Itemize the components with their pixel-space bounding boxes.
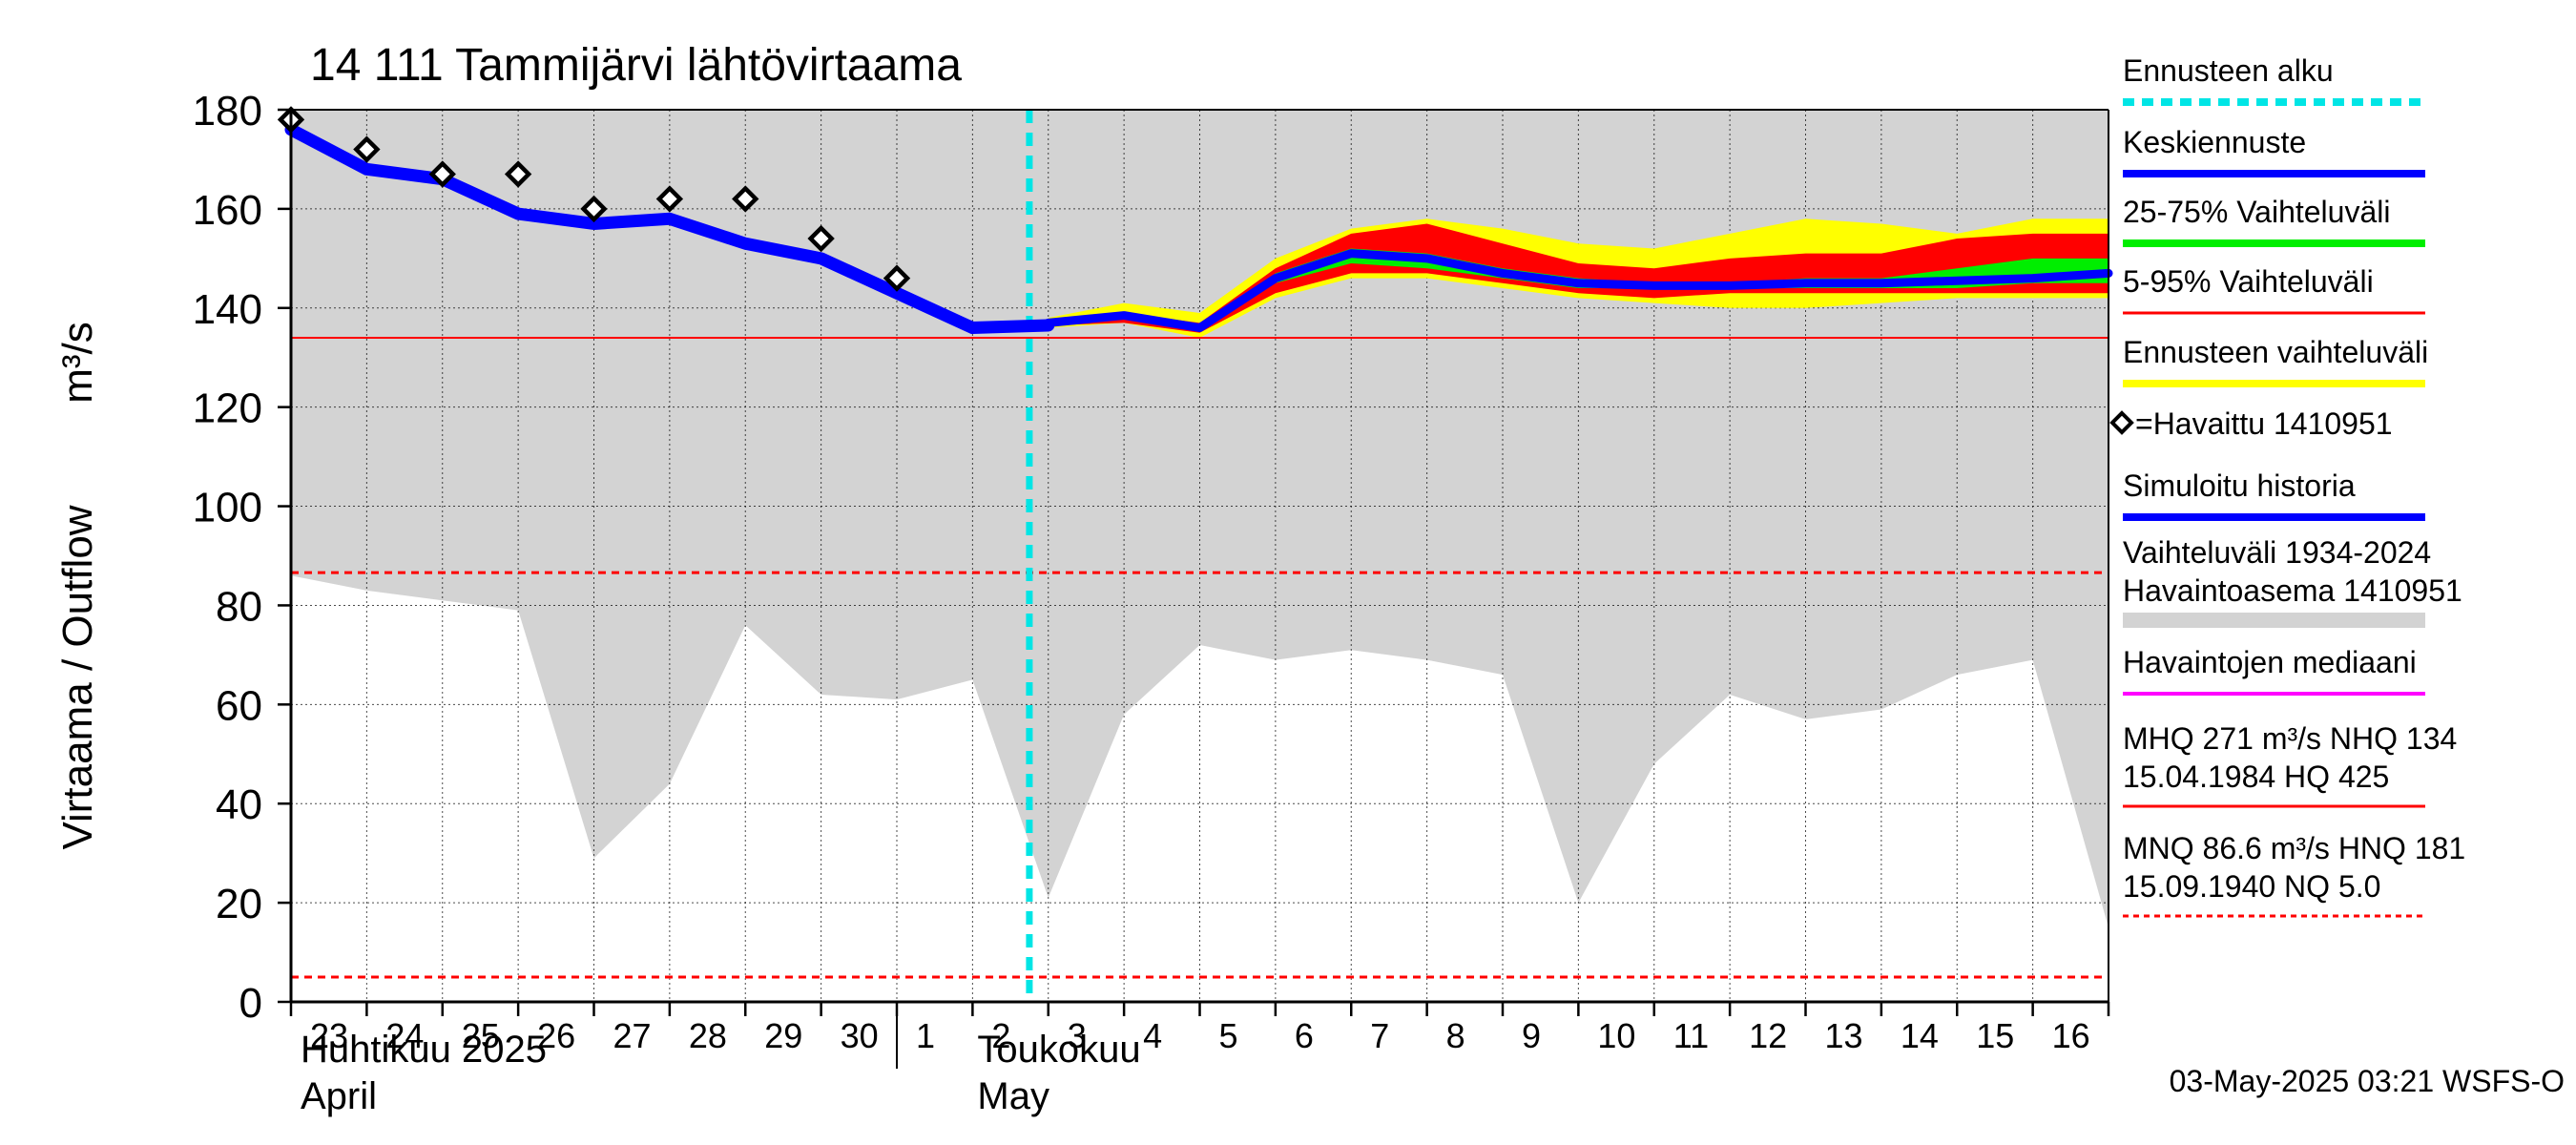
x-tick-label: 16: [2052, 1016, 2090, 1055]
x-tick-label: 6: [1295, 1016, 1314, 1055]
x-tick-label: 24: [385, 1016, 424, 1055]
y-tick-label: 160: [193, 187, 262, 234]
history-range-band: [291, 110, 2109, 928]
x-tick-label: 7: [1370, 1016, 1389, 1055]
mean-forecast-line: [1044, 249, 2113, 333]
legend-label: 15.04.1984 HQ 425: [2123, 760, 2389, 794]
y-tick-label: 20: [216, 881, 262, 927]
legend-label: 5-95% Vaihteluväli: [2123, 264, 2374, 299]
x-tick-label: 28: [689, 1016, 727, 1055]
x-tick-label: 12: [1749, 1016, 1787, 1055]
legend-label: Simuloitu historia: [2123, 468, 2356, 503]
x-tick-label: 26: [537, 1016, 575, 1055]
chart-title: 14 111 Tammijärvi lähtövirtaama: [310, 40, 962, 91]
y-tick-label: 140: [193, 286, 262, 333]
legend-label: Keskiennuste: [2123, 125, 2306, 159]
observed-point: [353, 135, 381, 163]
observed-point: [504, 160, 532, 188]
observed-point: [428, 160, 456, 188]
x-tick-label: 11: [1673, 1016, 1709, 1055]
legend-label: Vaihteluväli 1934-2024: [2123, 535, 2431, 570]
y-tick-label: 120: [193, 385, 262, 432]
x-tick-label: 15: [1976, 1016, 2014, 1055]
legend-label: Havaintoasema 1410951: [2123, 573, 2462, 608]
x-tick-label: 3: [1068, 1016, 1087, 1055]
month-label-en: May: [977, 1075, 1049, 1117]
plot-content: [277, 106, 2113, 1002]
y-tick-label: 180: [193, 88, 262, 135]
y-tick-label: 60: [216, 682, 262, 729]
x-tick-label: 23: [310, 1016, 348, 1055]
footer-timestamp: 03-May-2025 03:21 WSFS-O: [2170, 1064, 2565, 1098]
month-label-en: April: [301, 1075, 377, 1117]
y-tick-label: 40: [216, 781, 262, 828]
observed-point: [732, 185, 759, 213]
legend-label: MNQ 86.6 m³/s HNQ 181: [2123, 831, 2465, 865]
y-axis-unit: m³/s: [54, 322, 101, 404]
x-tick-label: 29: [764, 1016, 802, 1055]
legend-label: 25-75% Vaihteluväli: [2123, 195, 2390, 229]
x-tick-label: 30: [841, 1016, 879, 1055]
x-tick-label: 13: [1825, 1016, 1863, 1055]
x-tick-label: 5: [1219, 1016, 1238, 1055]
y-tick-label: 0: [239, 980, 262, 1027]
observed-point: [655, 185, 684, 213]
legend: Ennusteen alku Keskiennuste 25-75% Vaihtel…: [2109, 53, 2465, 918]
observed-point: [807, 224, 835, 253]
x-tick-label: 4: [1143, 1016, 1162, 1055]
legend-label: MHQ 271 m³/s NHQ 134: [2123, 721, 2457, 756]
y-axis-label: Virtaama / Outflow: [54, 505, 101, 849]
legend-label: 15.09.1940 NQ 5.0: [2123, 869, 2380, 904]
month-label: Toukokuu: [977, 1029, 1140, 1071]
legend-label: Ennusteen vaihteluväli: [2123, 335, 2428, 369]
simulated-history-line: [284, 123, 1055, 335]
x-tick-label: 1: [916, 1016, 935, 1055]
legend-label: =Havaittu 1410951: [2135, 406, 2393, 441]
legend-marker: [2109, 410, 2134, 435]
legend-label: Ennusteen alku: [2123, 53, 2334, 88]
x-tick-label: 8: [1446, 1016, 1465, 1055]
month-label: Huhtikuu 2025: [301, 1029, 547, 1071]
legend-label: Havaintojen mediaani: [2123, 645, 2417, 679]
observed-point: [883, 264, 911, 292]
observed-point: [580, 195, 608, 223]
x-tick-label: 10: [1597, 1016, 1635, 1055]
x-tick-label: 9: [1522, 1016, 1541, 1055]
x-tick-label: 2: [991, 1016, 1010, 1055]
x-tick-label: 14: [1901, 1016, 1939, 1055]
x-tick-label: 25: [462, 1016, 500, 1055]
x-tick-label: 27: [613, 1016, 652, 1055]
y-tick-label: 80: [216, 583, 262, 630]
y-tick-label: 100: [193, 485, 262, 531]
